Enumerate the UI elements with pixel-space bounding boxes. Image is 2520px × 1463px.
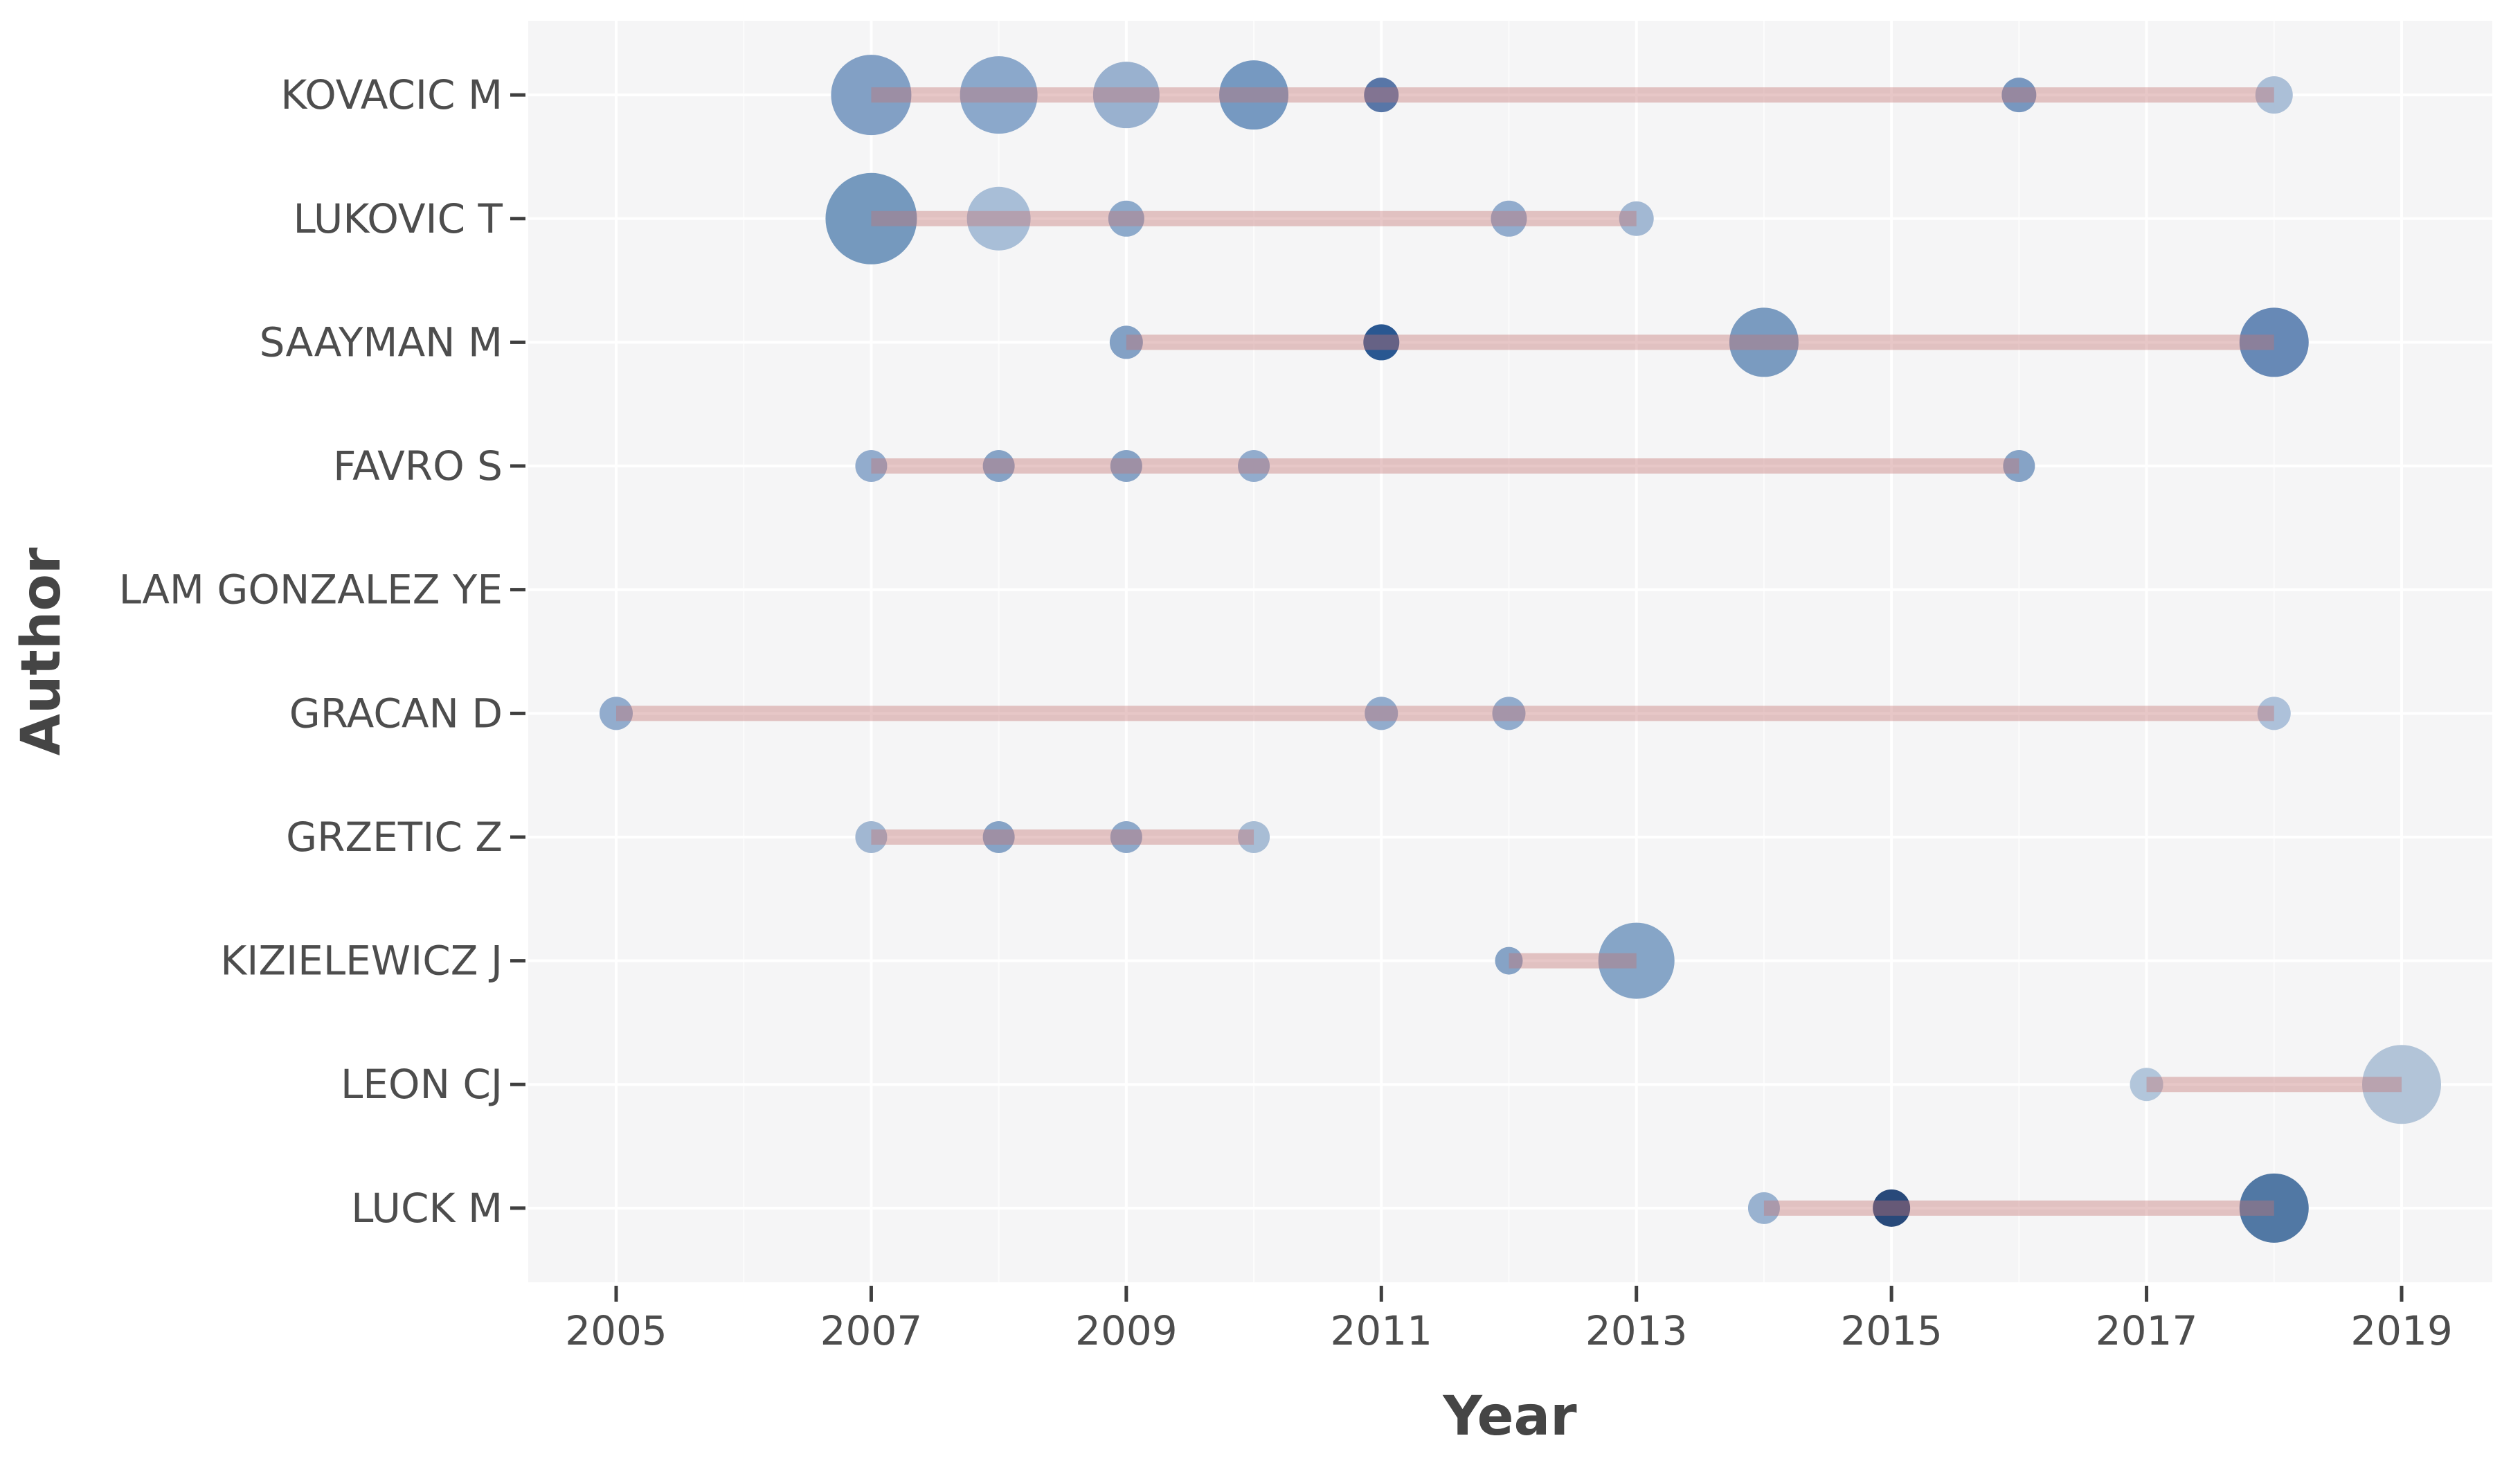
bubble-2012 bbox=[1491, 200, 1527, 237]
author-row-favro-s bbox=[855, 450, 2035, 483]
bubble-2009 bbox=[1109, 325, 1143, 359]
bubble-2007 bbox=[831, 55, 912, 136]
y-tick-label: KOVACIC M bbox=[280, 71, 503, 118]
y-tick-label: GRACAN D bbox=[289, 690, 503, 737]
y-tick-label: KIZIELEWICZ J bbox=[220, 937, 503, 985]
bubble-2013 bbox=[1598, 922, 1675, 999]
y-tick-label: FAVRO S bbox=[333, 442, 503, 490]
bubble-2018 bbox=[2239, 307, 2309, 377]
bubble-2007 bbox=[855, 820, 888, 853]
bubble-2009 bbox=[1092, 62, 1160, 129]
x-axis-title: Year bbox=[1442, 1385, 1577, 1448]
x-tick-label: 2009 bbox=[1075, 1307, 1178, 1354]
x-tick-label: 2005 bbox=[565, 1307, 667, 1354]
bubble-2007 bbox=[825, 172, 917, 264]
bubble-2018 bbox=[2257, 697, 2291, 730]
bubble-2017 bbox=[2130, 1068, 2163, 1102]
y-tick-label: LAM GONZALEZ YE bbox=[119, 566, 503, 613]
y-tick-label: SAAYMAN M bbox=[260, 318, 503, 366]
bubble-2007 bbox=[855, 450, 888, 483]
author-row-kizielewicz-j bbox=[1495, 922, 1675, 999]
bubble-2015 bbox=[1873, 1189, 1911, 1227]
x-tick-label: 2019 bbox=[2350, 1307, 2453, 1354]
x-tick-label: 2007 bbox=[820, 1307, 923, 1354]
bubble-2019 bbox=[2361, 1045, 2441, 1124]
x-tick-label: 2015 bbox=[1840, 1307, 1943, 1354]
author-row-lukovic-t bbox=[825, 172, 1654, 264]
author-row-gracan-d bbox=[600, 697, 2291, 730]
author-row-kovacic-m bbox=[831, 55, 2293, 136]
bubble-2011 bbox=[1365, 697, 1398, 730]
y-tick-label: GRZETIC Z bbox=[286, 814, 503, 861]
bubble-2016 bbox=[2001, 78, 2037, 113]
x-tick-label: 2017 bbox=[2096, 1307, 2198, 1354]
y-axis-title: Author bbox=[10, 547, 73, 755]
bubble-2009 bbox=[1110, 450, 1142, 483]
bubble-2008 bbox=[982, 450, 1015, 483]
bubble-2009 bbox=[1110, 820, 1142, 853]
bubble-2008 bbox=[982, 820, 1015, 853]
bubble-2008 bbox=[966, 186, 1031, 251]
bubble-2011 bbox=[1364, 78, 1399, 113]
y-tick-label: LEON CJ bbox=[341, 1061, 503, 1108]
y-tick-label: LUCK M bbox=[351, 1185, 503, 1232]
author-series bbox=[600, 55, 2441, 1243]
author-row-grzetic-z bbox=[855, 820, 1270, 853]
bubble-2014 bbox=[1747, 1192, 1780, 1224]
bubble-2014 bbox=[1729, 307, 1799, 377]
axes: 2005 2007 2009 2011 2013 2015 2017 2019 KOVACIC … bbox=[119, 71, 2453, 1354]
bubble-2010 bbox=[1238, 820, 1270, 853]
x-tick-label: 2011 bbox=[1330, 1307, 1432, 1354]
x-tick-label: 2013 bbox=[1585, 1307, 1688, 1354]
bubble-2016 bbox=[2003, 450, 2035, 483]
author-row-saayman-m bbox=[1109, 307, 2309, 377]
bubble-2009 bbox=[1108, 200, 1144, 237]
bubble-2012 bbox=[1495, 946, 1523, 975]
bubble-2012 bbox=[1492, 697, 1526, 730]
bubble-2005 bbox=[600, 697, 633, 730]
bubble-2013 bbox=[1619, 201, 1654, 236]
bubble-2018 bbox=[2239, 1173, 2309, 1243]
bubble-2008 bbox=[960, 56, 1038, 134]
author-row-luck-m bbox=[1747, 1173, 2309, 1243]
bubble-2011 bbox=[1363, 324, 1400, 361]
bubble-2010 bbox=[1219, 60, 1289, 130]
bubble-2010 bbox=[1238, 450, 1270, 483]
author-row-leon-cj bbox=[2130, 1045, 2441, 1124]
bubble-2018 bbox=[2255, 76, 2293, 114]
y-tick-label: LUKOVIC T bbox=[293, 195, 503, 242]
